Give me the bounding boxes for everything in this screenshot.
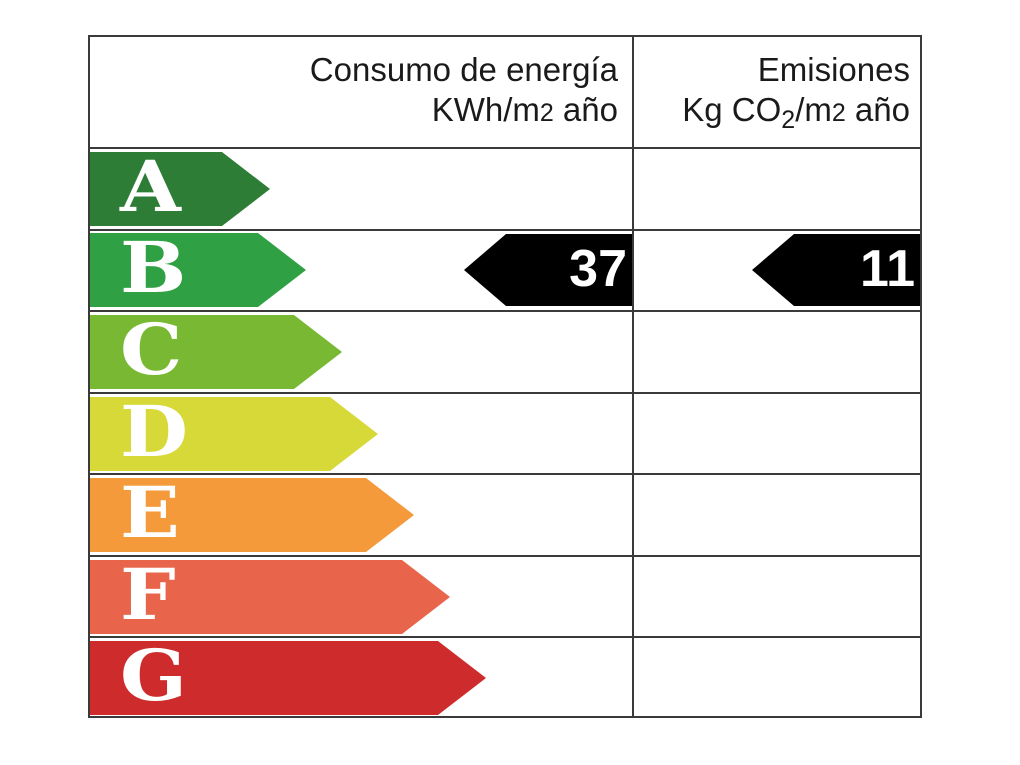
consumption-value-marker: 37 <box>464 234 632 307</box>
emissions-unit-mid: /m <box>795 91 832 128</box>
rating-row-e: E <box>90 473 920 555</box>
consumption-value: 37 <box>569 240 627 299</box>
emissions-unit-subscript: 2 <box>781 106 796 134</box>
rating-letter-c: C <box>120 307 183 391</box>
rating-letter-a: A <box>120 144 181 228</box>
emissions-value: 11 <box>860 240 915 299</box>
rating-row-f: F <box>90 552 920 637</box>
rating-letter-e: E <box>120 470 180 554</box>
rating-bar-g-arrow <box>90 641 486 716</box>
consumption-marker-arrow <box>464 234 632 307</box>
rating-letter-b: B <box>120 226 187 310</box>
rating-bar-c-arrow <box>90 314 342 389</box>
consumption-unit-exponent: 2 <box>539 99 554 127</box>
rating-row-g: G <box>90 636 920 718</box>
emissions-value-marker: 11 <box>752 234 920 307</box>
rating-table: Consumo de energía KWh/m2 año Emisiones … <box>88 35 922 718</box>
consumption-header: Consumo de energía KWh/m2 año <box>90 37 632 147</box>
emissions-marker-arrow <box>752 234 920 307</box>
emissions-header: Emisiones Kg CO2/m2 año <box>632 37 920 147</box>
rating-letter-d: D <box>120 389 188 473</box>
consumption-unit-suffix: año <box>553 91 618 128</box>
emissions-unit: Kg CO2/m2 año <box>632 90 910 140</box>
rating-row-d: D <box>90 389 920 474</box>
emissions-unit-suffix: año <box>845 91 910 128</box>
rating-bar-d-arrow <box>90 396 378 471</box>
table-header: Consumo de energía KWh/m2 año Emisiones … <box>90 37 920 149</box>
rating-bar-e-arrow <box>90 478 414 553</box>
rating-bar-b-arrow <box>90 233 306 308</box>
consumption-unit: KWh/m2 año <box>90 90 618 133</box>
rating-letter-g: G <box>120 634 187 718</box>
emissions-unit-prefix: Kg CO <box>682 91 782 128</box>
emissions-title: Emisiones <box>757 51 910 88</box>
rating-row-b: B 37 11 <box>90 226 920 311</box>
column-divider <box>632 37 634 716</box>
consumption-unit-prefix: KWh/m <box>431 91 540 128</box>
emissions-unit-exponent: 2 <box>831 99 846 127</box>
rating-bar-a-arrow <box>90 151 270 226</box>
rating-row-c: C <box>90 310 920 392</box>
rating-letter-f: F <box>120 552 176 636</box>
rating-bar-f-arrow <box>90 559 450 634</box>
rating-rows: A B 37 11 <box>90 149 920 718</box>
rating-row-a: A <box>90 149 920 229</box>
consumption-title: Consumo de energía <box>309 51 618 88</box>
